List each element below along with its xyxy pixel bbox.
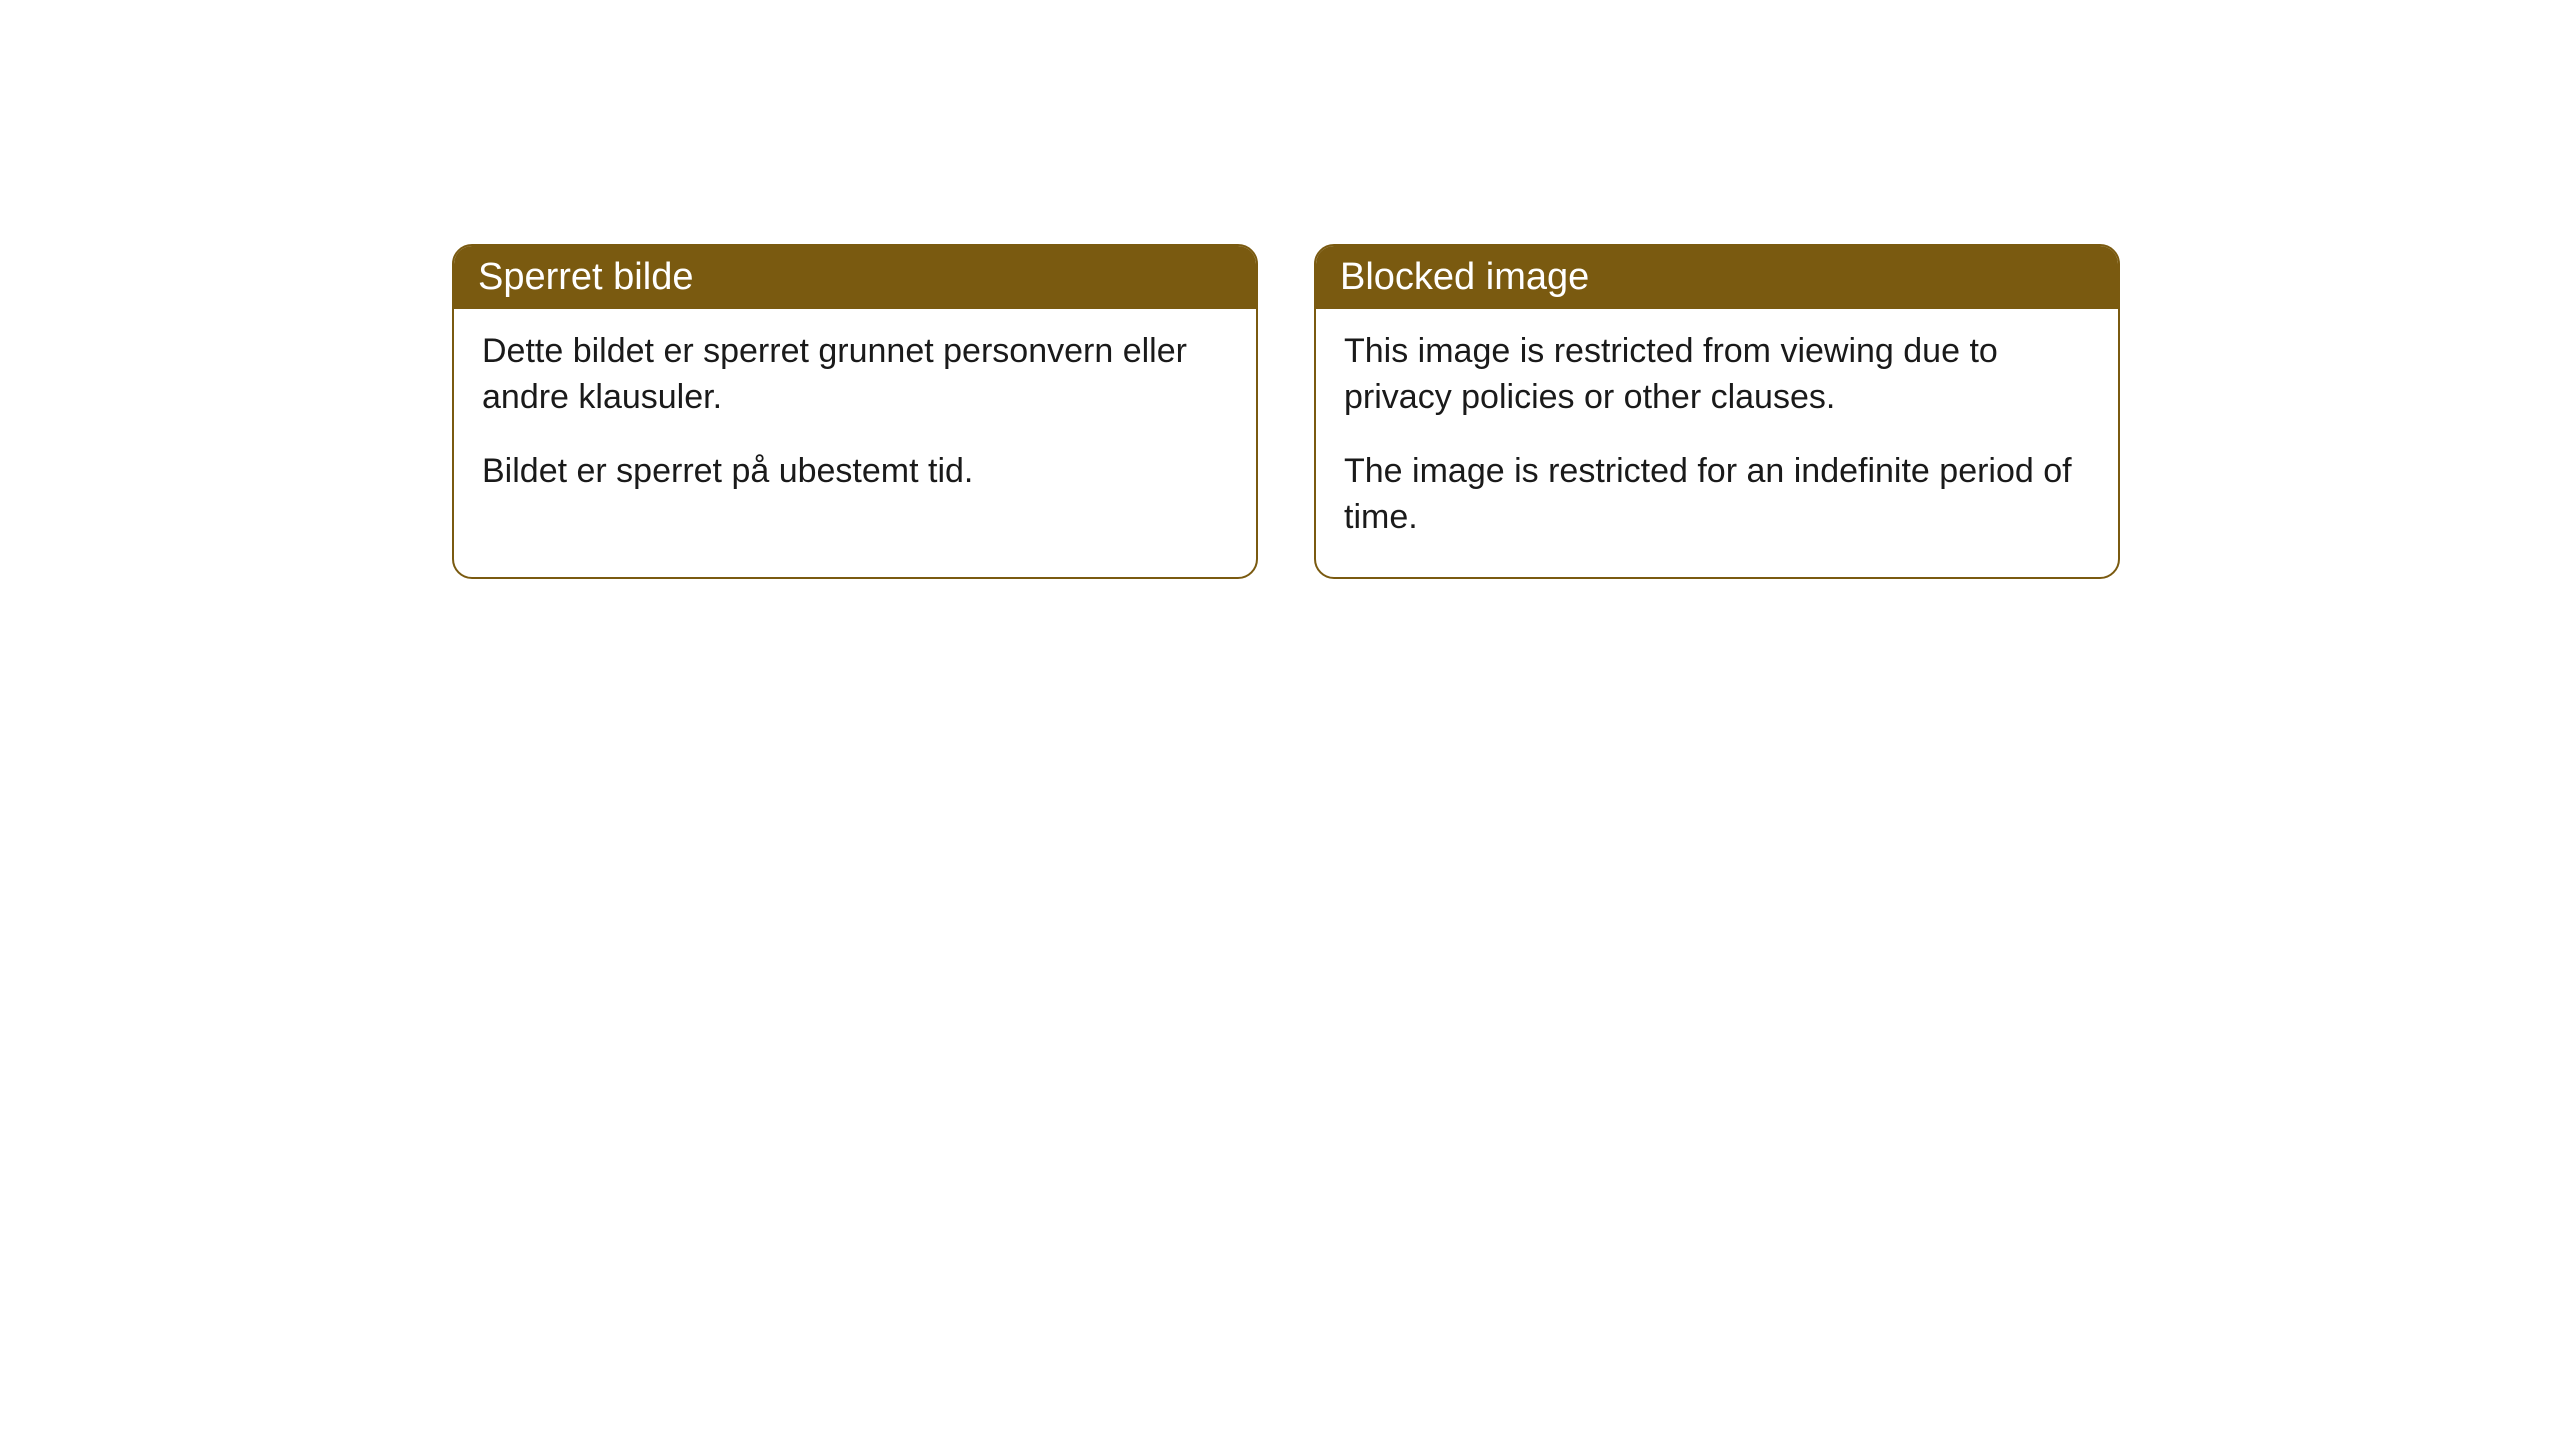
card-paragraph: Bildet er sperret på ubestemt tid. — [482, 449, 1228, 495]
card-title: Sperret bilde — [478, 256, 693, 298]
card-title: Blocked image — [1340, 256, 1589, 298]
card-header: Blocked image — [1316, 246, 2118, 309]
cards-container: Sperret bilde Dette bildet er sperret gr… — [452, 244, 2120, 579]
card-header: Sperret bilde — [454, 246, 1256, 309]
card-paragraph: This image is restricted from viewing du… — [1344, 329, 2090, 421]
blocked-image-card-en: Blocked image This image is restricted f… — [1314, 244, 2120, 579]
card-body: Dette bildet er sperret grunnet personve… — [454, 309, 1256, 531]
card-paragraph: Dette bildet er sperret grunnet personve… — [482, 329, 1228, 421]
card-paragraph: The image is restricted for an indefinit… — [1344, 449, 2090, 541]
card-body: This image is restricted from viewing du… — [1316, 309, 2118, 577]
blocked-image-card-no: Sperret bilde Dette bildet er sperret gr… — [452, 244, 1258, 579]
